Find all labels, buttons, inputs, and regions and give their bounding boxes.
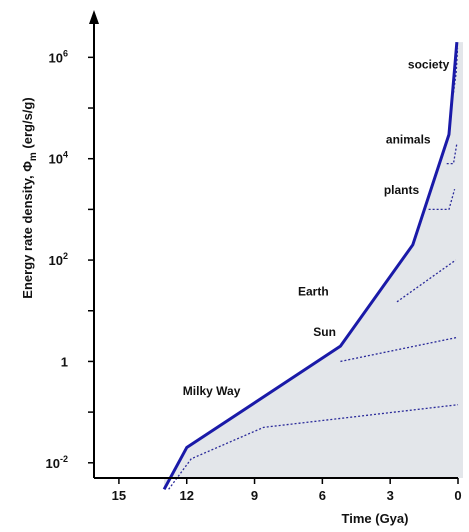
x-tick-label-3: 9 [251,488,258,503]
y-tick-label-base: 10 [49,152,63,167]
y-axis-title: Energy rate density, Φm (erg/s/g) [20,97,39,298]
area-fill-layer [164,42,463,490]
x-tick-label-4: 6 [319,488,326,503]
axis-titles-layer: Time (Gya) Energy rate density, Φm (erg/… [20,97,408,526]
y-tick-label-1: 10-2 [46,454,68,471]
y-tick-label-base: 10 [49,253,63,268]
y-axis-title-main: Energy rate density, Φ [20,161,35,299]
branch-line-1 [168,404,459,490]
x-axis-title: Time (Gya) [342,511,409,526]
y-axis-title-units: (erg/s/g) [20,97,35,152]
annotation-earth: Earth [298,284,329,298]
x-tick-label-2: 12 [179,488,193,503]
y-tick-label-exponent: -2 [60,454,68,464]
y-tick-label-base: 1 [61,354,68,369]
y-tick-label-base: 10 [49,50,63,65]
annotation-milky-way: Milky Way [183,384,241,398]
annotations-layer: Milky Way Sun Earth plants animals society [183,58,450,398]
main-series-line [162,41,459,491]
annotation-plants: plants [384,183,420,197]
annotation-animals: animals [386,132,431,146]
y-tick-label-3: 102 [49,251,68,268]
y-axis-title-subscript: m [28,152,39,161]
x-tick-label-6: 0 [454,488,461,503]
branch-line-2 [340,336,459,363]
branch-line-4 [428,189,456,211]
y-tick-label-base: 10 [46,456,60,471]
y-tick-label-exponent: 6 [63,48,68,58]
y-tick-label-2: 1 [61,354,68,369]
branch-line-5 [446,143,458,165]
y-tick-label-exponent: 4 [63,150,68,160]
annotation-society: society [408,58,450,72]
x-tick-label-5: 3 [387,488,394,503]
annotation-sun: Sun [313,325,336,339]
area-fill [164,42,463,490]
y-axis-arrowhead [89,10,99,24]
branch-line-3 [396,259,457,303]
main-line-layer [162,41,459,491]
x-tick-label-1: 15 [112,488,126,503]
y-tick-label-exponent: 2 [63,251,68,261]
y-tick-label-4: 104 [49,150,68,167]
y-tick-label-5: 106 [49,48,68,65]
